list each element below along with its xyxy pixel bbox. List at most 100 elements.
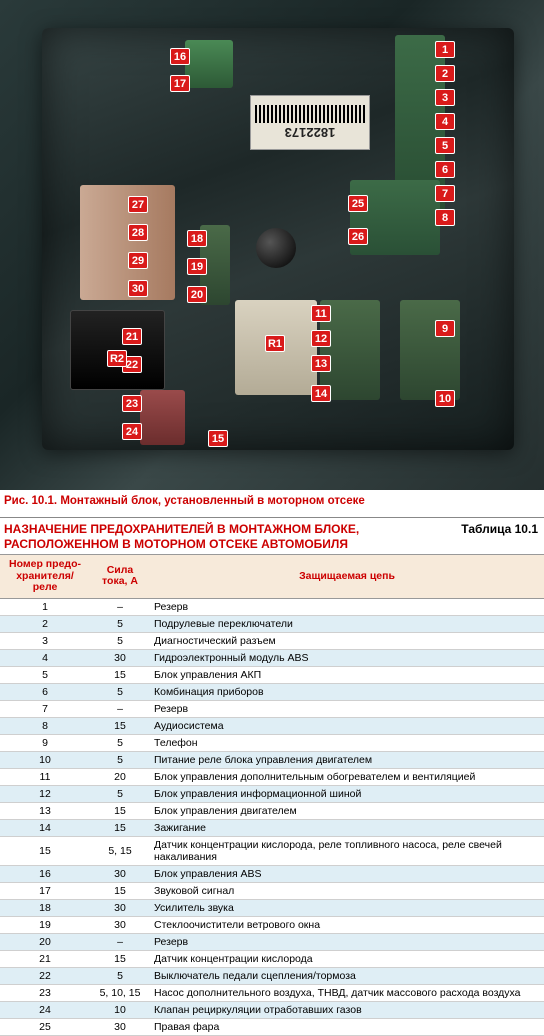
marker-2: 2 (435, 65, 455, 82)
cell-desc: Резерв (150, 933, 544, 950)
marker-7: 7 (435, 185, 455, 202)
cell-num: 3 (0, 632, 90, 649)
cell-num: 17 (0, 882, 90, 899)
marker-11: 11 (311, 305, 331, 322)
cell-desc: Выключатель педали сцепления/тормоза (150, 967, 544, 984)
cell-num: 5 (0, 666, 90, 683)
marker-19: 19 (187, 258, 207, 275)
cell-desc: Резерв (150, 700, 544, 717)
cell-desc: Блок управления ABS (150, 865, 544, 882)
cell-num: 10 (0, 751, 90, 768)
cell-amp: 15 (90, 950, 150, 967)
table-heading-row: НАЗНАЧЕНИЕ ПРЕДОХРАНИТЕЛЕЙ В МОНТАЖНОМ Б… (0, 517, 544, 554)
cell-num: 18 (0, 899, 90, 916)
cell-num: 4 (0, 649, 90, 666)
cell-amp: 5 (90, 632, 150, 649)
marker-5: 5 (435, 137, 455, 154)
table-row: 25Подрулевые переключатели (0, 615, 544, 632)
table-row: 65Комбинация приборов (0, 683, 544, 700)
marker-10: 10 (435, 390, 455, 407)
fuse-block-9-10 (400, 300, 460, 400)
table-row: 1315Блок управления двигателем (0, 802, 544, 819)
table-row: 155, 15Датчик концентрации кислорода, ре… (0, 836, 544, 865)
cell-amp: 30 (90, 649, 150, 666)
cell-amp: 5 (90, 967, 150, 984)
marker-R1: R1 (265, 335, 285, 352)
marker-1: 1 (435, 41, 455, 58)
cell-desc: Зажигание (150, 819, 544, 836)
marker-27: 27 (128, 196, 148, 213)
table-row: 125Блок управления информационной шиной (0, 785, 544, 802)
table-row: 1715Звуковой сигнал (0, 882, 544, 899)
cell-desc: Насос дополнительного воздуха, ТНВД, дат… (150, 984, 544, 1001)
cell-desc: Диагностический разъем (150, 632, 544, 649)
cell-amp: – (90, 933, 150, 950)
cell-desc: Правая фара (150, 1018, 544, 1035)
cell-amp: 5 (90, 751, 150, 768)
table-row: 1–Резерв (0, 598, 544, 615)
cell-num: 13 (0, 802, 90, 819)
cell-num: 24 (0, 1001, 90, 1018)
barcode-number: 1822173 (251, 125, 369, 140)
cell-num: 20 (0, 933, 90, 950)
cell-amp: 15 (90, 717, 150, 734)
table-row: 2530Правая фара (0, 1018, 544, 1035)
cell-amp: 5 (90, 785, 150, 802)
cell-num: 9 (0, 734, 90, 751)
table-row: 515Блок управления АКП (0, 666, 544, 683)
cell-desc: Гидроэлектронный модуль ABS (150, 649, 544, 666)
cell-amp: 15 (90, 666, 150, 683)
cell-desc: Звуковой сигнал (150, 882, 544, 899)
marker-16: 16 (170, 48, 190, 65)
cell-num: 22 (0, 967, 90, 984)
table-row: 20–Резерв (0, 933, 544, 950)
marker-17: 17 (170, 75, 190, 92)
marker-29: 29 (128, 252, 148, 269)
marker-23: 23 (122, 395, 142, 412)
cell-desc: Блок управления двигателем (150, 802, 544, 819)
cell-num: 21 (0, 950, 90, 967)
cell-num: 14 (0, 819, 90, 836)
cell-desc: Датчик концентрации кислорода, реле топл… (150, 836, 544, 865)
cell-desc: Аудиосистема (150, 717, 544, 734)
marker-25: 25 (348, 195, 368, 212)
table-heading: НАЗНАЧЕНИЕ ПРЕДОХРАНИТЕЛЕЙ В МОНТАЖНОМ Б… (4, 522, 451, 552)
cell-desc: Стеклоочистители ветрового окна (150, 916, 544, 933)
col-desc-label: Защищаемая цепь (299, 570, 395, 582)
table-row: 1930Стеклоочистители ветрового окна (0, 916, 544, 933)
table-row: 7–Резерв (0, 700, 544, 717)
cell-amp: 5, 15 (90, 836, 150, 865)
col-desc: Защищаемая цепь (150, 555, 544, 599)
fuse-table: Номер предо- хранителя/реле Сила тока, А… (0, 554, 544, 1036)
cell-desc: Датчик концентрации кислорода (150, 950, 544, 967)
marker-9: 9 (435, 320, 455, 337)
marker-28: 28 (128, 224, 148, 241)
cell-amp: 15 (90, 802, 150, 819)
col-number-label: Номер предо- хранителя/реле (9, 558, 81, 593)
marker-4: 4 (435, 113, 455, 130)
cell-num: 15 (0, 836, 90, 865)
table-row: 1415Зажигание (0, 819, 544, 836)
marker-15: 15 (208, 430, 228, 447)
marker-20: 20 (187, 286, 207, 303)
marker-6: 6 (435, 161, 455, 178)
cell-amp: 30 (90, 916, 150, 933)
cell-amp: 10 (90, 1001, 150, 1018)
cell-desc: Блок управления дополнительным обогреват… (150, 768, 544, 785)
table-row: 225Выключатель педали сцепления/тормоза (0, 967, 544, 984)
cell-amp: 5 (90, 734, 150, 751)
cell-num: 8 (0, 717, 90, 734)
fuse-23-24 (140, 390, 185, 445)
cell-desc: Блок управления АКП (150, 666, 544, 683)
cell-num: 11 (0, 768, 90, 785)
cell-amp: 30 (90, 1018, 150, 1035)
table-row: 2115Датчик концентрации кислорода (0, 950, 544, 967)
cell-amp: 30 (90, 865, 150, 882)
marker-18: 18 (187, 230, 207, 247)
cell-amp: – (90, 700, 150, 717)
cell-amp: 5 (90, 683, 150, 700)
cell-num: 25 (0, 1018, 90, 1035)
cell-desc: Комбинация приборов (150, 683, 544, 700)
table-body: 1–Резерв25Подрулевые переключатели35Диаг… (0, 598, 544, 1035)
fusebox-photo: 1822173 12345678910111213141516171819202… (0, 0, 544, 490)
